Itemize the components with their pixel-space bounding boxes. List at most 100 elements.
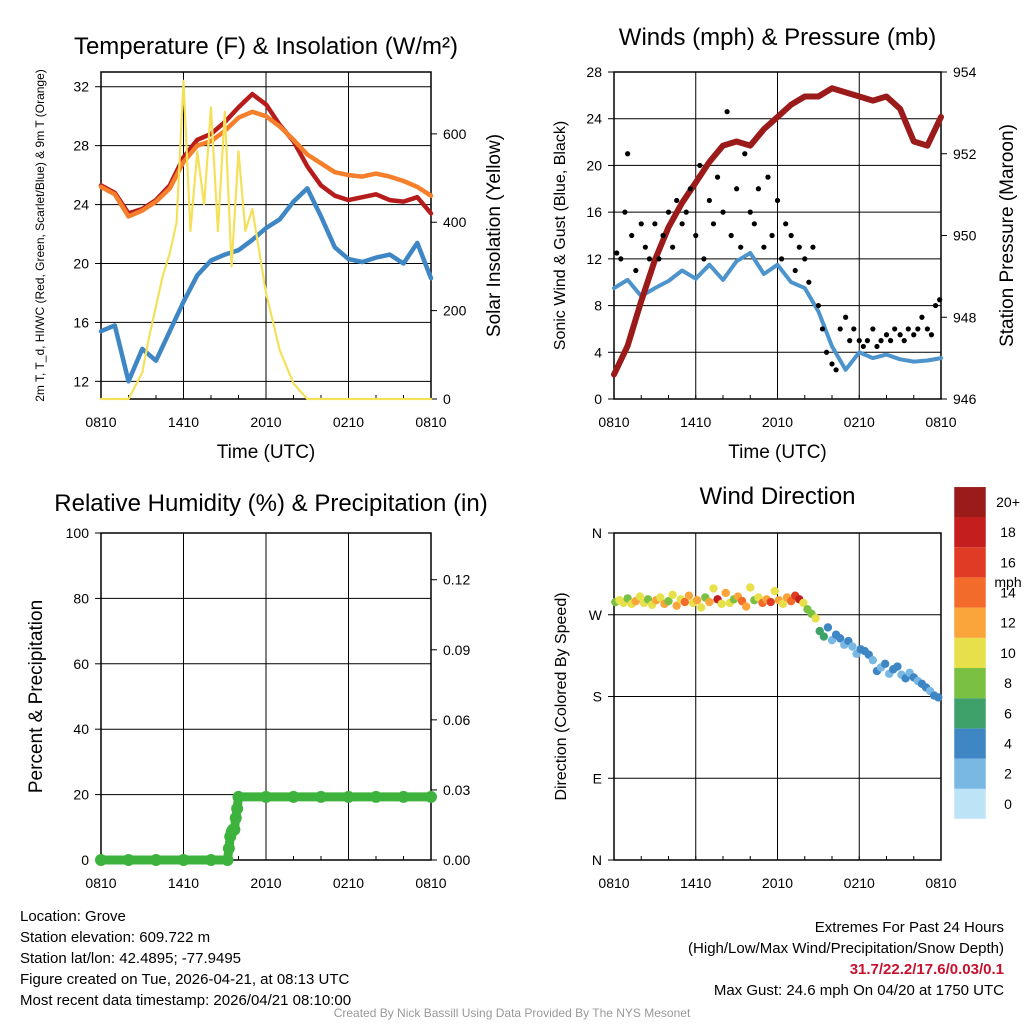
y-tick-label-right: 600 <box>443 126 467 142</box>
y-tick-label-left: 60 <box>73 656 89 672</box>
gust-point <box>815 302 821 309</box>
gust-point <box>679 221 685 227</box>
precip-point <box>260 790 272 803</box>
y-tick-label-left: 24 <box>73 197 89 213</box>
precip-point <box>397 790 410 803</box>
gust-point <box>755 186 762 192</box>
direction-point <box>741 602 751 611</box>
y-tick-label-left: 28 <box>586 64 602 80</box>
precip-point <box>150 854 162 866</box>
gust-point <box>792 267 798 274</box>
direction-point <box>868 655 878 665</box>
gust-point <box>724 109 730 115</box>
gust-point <box>751 221 757 227</box>
direction-point <box>697 603 706 612</box>
gust-point <box>706 197 712 204</box>
precip-point <box>221 854 234 866</box>
y-tick-label-left: 16 <box>73 314 89 330</box>
gust-point <box>788 232 794 239</box>
gust-point <box>618 256 624 262</box>
gust-point <box>937 297 943 303</box>
gust-point <box>829 361 835 367</box>
direction-point <box>721 588 730 598</box>
series-solar-insolation <box>99 79 433 401</box>
colorbar-swatch <box>954 698 986 729</box>
colorbar-label: 6 <box>1004 705 1012 721</box>
colorbar-label: 16 <box>1000 554 1016 570</box>
gust-point <box>796 244 802 250</box>
gust-point <box>761 244 767 250</box>
gust-point <box>674 197 680 204</box>
series-sonic-wind <box>612 251 943 372</box>
chart-title-rh: Relative Humidity (%) & Precipitation (i… <box>54 490 487 517</box>
extremes-subtitle: (High/Low/Max Wind/Precipitation/Snow De… <box>688 940 1004 957</box>
gust-point <box>765 174 771 180</box>
x-axis-label: Time (UTC) <box>217 442 316 463</box>
x-tick-label: 2010 <box>762 414 793 430</box>
station-elevation: Station elevation: 609.722 m <box>20 929 211 946</box>
y-tick-label-left: N <box>592 525 602 541</box>
gust-point <box>683 209 689 215</box>
y-tick-label-right: 200 <box>443 303 467 319</box>
extremes-info: Extremes For Past 24 Hours (High/Low/Max… <box>688 917 1004 1001</box>
colorbar-swatch <box>954 637 986 668</box>
station-info: Location: Grove Station elevation: 609.7… <box>20 906 351 1011</box>
gust-point <box>769 232 775 239</box>
y-tick-label-left: 20 <box>73 787 89 803</box>
y-tick-label-right: 0.03 <box>443 782 470 798</box>
y-tick-label-left: 12 <box>73 373 89 389</box>
direction-point <box>709 584 718 593</box>
gust-point <box>697 162 703 169</box>
y-tick-label-right: 0 <box>443 391 451 407</box>
y-axis-label-left: Direction (Colored By Speed) <box>553 592 570 800</box>
precip-point <box>425 790 437 803</box>
y-tick-label-right: 0.06 <box>443 712 470 728</box>
station-location: Location: Grove <box>20 908 126 925</box>
colorbar-swatch <box>954 486 986 517</box>
gust-point <box>843 314 849 320</box>
x-tick-label: 0810 <box>925 414 956 430</box>
gust-point <box>870 326 876 332</box>
gust-point <box>622 209 628 215</box>
chart-title-temperature: Temperature (F) & Insolation (W/m²) <box>74 33 458 60</box>
y-tick-label-left: 32 <box>73 79 89 95</box>
gust-point <box>892 326 898 332</box>
gust-point <box>911 332 917 338</box>
gust-point <box>701 256 707 262</box>
gust-point <box>932 302 939 309</box>
y-tick-label-left: 80 <box>73 590 89 606</box>
gust-point <box>883 332 890 338</box>
x-tick-label: 0210 <box>844 875 875 891</box>
direction-point <box>656 593 665 602</box>
x-tick-label: 1410 <box>680 875 711 891</box>
colorbar-swatch <box>954 607 986 638</box>
colorbar-label: 0 <box>1004 796 1012 812</box>
credit-line: Created By Nick Bassill Using Data Provi… <box>333 1006 691 1020</box>
gust-point <box>856 338 862 344</box>
colorbar-label: 14 <box>1000 585 1016 601</box>
x-axis-label: Time (UTC) <box>728 442 827 463</box>
station-latlon: Station lat/lon: 42.4895; -77.9495 <box>20 950 242 967</box>
direction-point <box>684 591 694 600</box>
x-tick-label: 2010 <box>250 414 281 430</box>
precip-point <box>232 790 245 803</box>
y-tick-label-left: 28 <box>73 138 89 154</box>
colorbar-swatch <box>954 728 986 759</box>
y-tick-label-right: 400 <box>443 214 467 230</box>
gust-point <box>905 326 911 332</box>
colorbar-label: 8 <box>1004 675 1012 691</box>
x-tick-label: 2010 <box>250 875 281 891</box>
precip-point <box>370 790 382 803</box>
y-tick-label-right: 0.09 <box>443 642 470 658</box>
direction-point <box>835 634 845 643</box>
gust-point <box>728 232 734 239</box>
y-tick-label-left: E <box>593 770 602 786</box>
x-tick-label: 1410 <box>168 414 199 430</box>
precip-point <box>287 790 300 803</box>
gust-point <box>928 332 935 338</box>
direction-point <box>819 632 829 641</box>
y-tick-label-left: 24 <box>586 111 602 127</box>
x-tick-label: 0810 <box>598 875 629 891</box>
gust-point <box>878 338 884 344</box>
